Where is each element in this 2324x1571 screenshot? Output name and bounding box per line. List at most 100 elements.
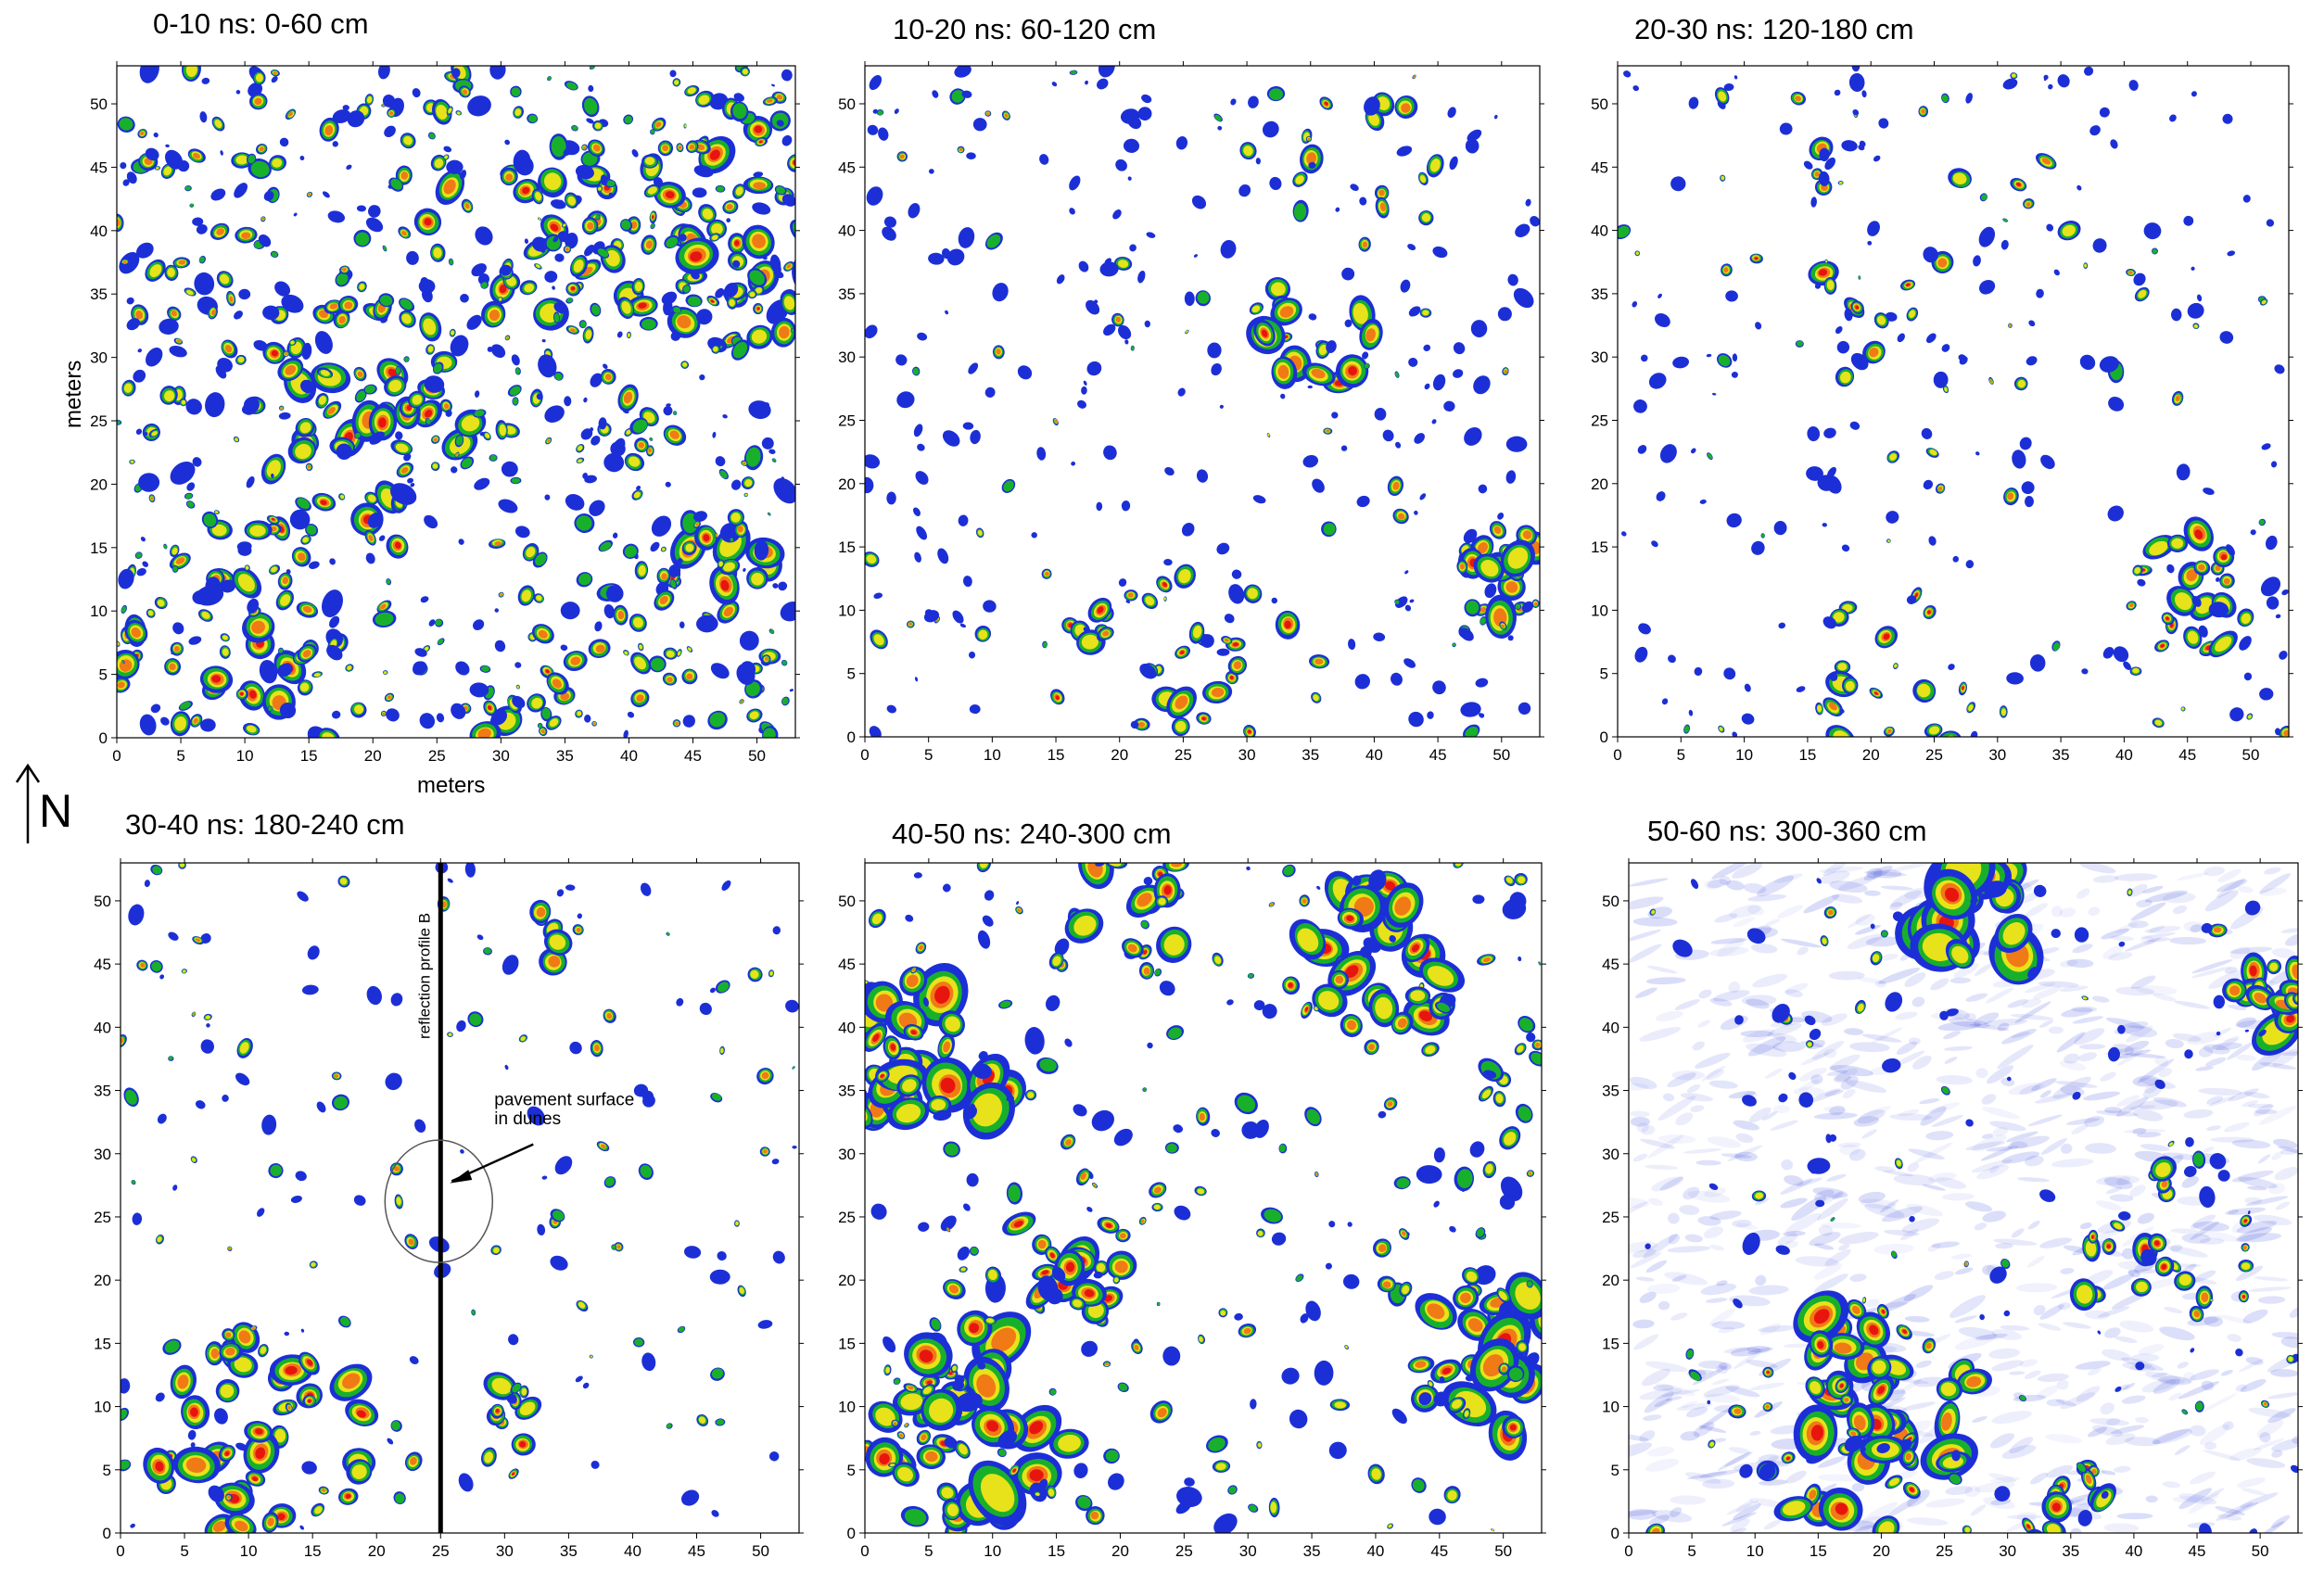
anomaly-contour [200,718,216,732]
anomaly-contour [590,66,595,70]
anomaly-contour [184,493,193,500]
anomaly-contour [773,270,784,279]
anomaly-contour [1220,239,1237,259]
anomaly-contour [644,157,655,166]
anomaly-contour [433,363,442,374]
anomaly-contour [588,84,594,93]
anomaly-contour [461,415,480,432]
anomaly-contour [1467,129,1482,142]
anomaly-contour [299,422,311,434]
anomaly-contour [1232,642,1238,647]
anomaly-contour [192,457,202,467]
anomaly-contour [211,675,222,683]
anomaly-contour [696,309,713,325]
anomaly-contour [594,122,602,130]
anomaly-contour [210,309,216,316]
anomaly-contour [518,1440,527,1448]
anomaly-contour [474,390,480,398]
anomaly-contour [781,660,787,665]
anomaly-contour [894,108,899,114]
anomaly-contour [917,332,928,341]
anomaly-contour [506,336,509,339]
y-tick-label: 50 [90,95,108,113]
anomaly-contour [550,223,559,232]
anomaly-contour [794,224,808,239]
anomaly-contour [682,361,688,367]
anomaly-contour [669,430,679,439]
anomaly-contour [610,441,626,457]
anomaly-contour [716,185,725,192]
anomaly-contour [1348,366,1358,376]
anomaly-contour [1356,495,1370,508]
x-tick-label: 5 [924,746,933,764]
anomaly-contour [346,164,352,171]
reflection-profile-label: reflection profile B [415,913,433,1039]
anomaly-contour [726,218,731,223]
anomaly-contour [754,540,769,561]
anomaly-contour [675,721,679,726]
anomaly-contour [368,205,381,218]
anomaly-contour [547,438,551,443]
anomaly-contour [966,1172,979,1187]
anomaly-contour [414,648,427,657]
y-tick-label: 30 [90,349,108,367]
anomaly-contour [627,333,630,337]
anomaly-contour [1408,711,1424,728]
anomaly-contour [1505,581,1518,593]
anomaly-contour [603,603,616,619]
anomaly-contour [121,572,129,579]
anomaly-contour [560,644,568,652]
anomaly-contour [359,284,365,290]
anomaly-contour [135,428,143,435]
anomaly-contour [126,171,137,184]
anomaly-contour [769,254,781,272]
anomaly-contour [205,576,221,596]
anomaly-contour [667,677,673,683]
anomaly-contour [120,161,127,170]
anomaly-contour [469,682,489,698]
anomaly-contour [514,526,530,538]
anomaly-contour [789,689,794,692]
anomaly-contour [237,356,245,363]
y-tick-label: 0 [1600,728,1608,746]
anomaly-contour [743,462,746,465]
anomaly-contour [1267,433,1270,437]
anomaly-contour [661,291,678,305]
anomaly-contour [511,477,521,484]
anomaly-contour [172,565,178,572]
anomaly-contour [565,247,569,251]
anomaly-contour [278,412,291,420]
anomaly-contour [752,234,766,248]
anomaly-contour [525,750,551,781]
anomaly-contour [117,681,125,689]
y-tick-label: 10 [94,1399,111,1416]
anomaly-contour [600,541,612,551]
anomaly-contour [295,443,311,460]
anomaly-contour [732,341,748,359]
anomaly-contour [424,410,433,418]
anomaly-contour [1073,734,1106,766]
anomaly-contour [1422,310,1429,316]
anomaly-contour [1143,967,1150,975]
anomaly-contour [756,307,760,310]
anomaly-contour [146,348,163,367]
anomaly-contour [718,561,723,567]
anomaly-contour [908,203,921,219]
anomaly-contour [677,315,692,329]
anomaly-contour [1312,478,1325,493]
anomaly-contour [477,728,491,738]
anomaly-contour [1874,771,1878,775]
anomaly-contour [1118,324,1132,340]
anomaly-contour [456,111,461,115]
anomaly-contour [538,218,541,221]
anomaly-contour [378,417,387,428]
anomaly-contour [342,105,349,111]
anomaly-contour [719,470,728,479]
anomaly-contour [1396,146,1413,157]
anomaly-contour [192,217,204,226]
anomaly-contour [626,429,631,435]
anomaly-contour [461,458,473,468]
anomaly-contour [489,454,497,462]
anomaly-contour [1027,1092,1035,1098]
anomaly-contour [869,75,883,91]
